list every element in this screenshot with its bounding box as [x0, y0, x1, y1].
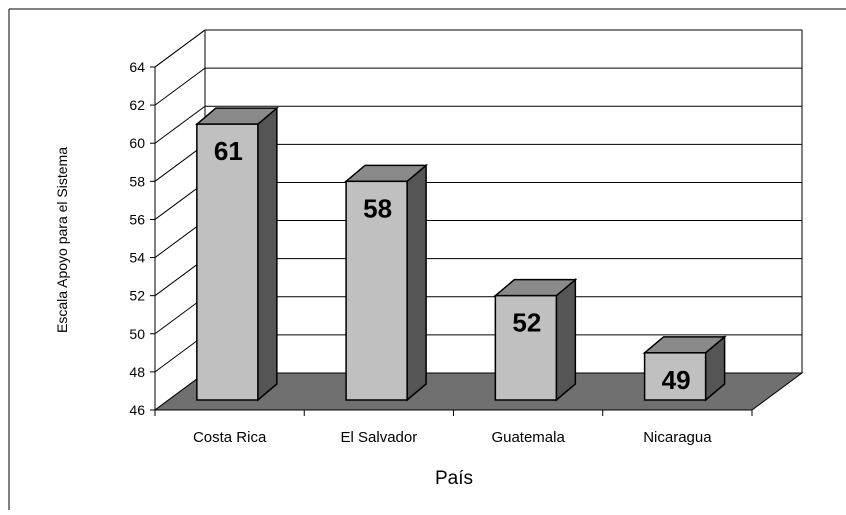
bar-front-2 — [494, 294, 558, 401]
y-tick-label-7: 60 — [129, 135, 145, 151]
gridline-side-7 — [154, 105, 206, 144]
bar-side-0 — [257, 106, 278, 402]
data-label-1: 58 — [363, 193, 392, 223]
y-tick-label-3: 52 — [129, 288, 145, 304]
bar-front-1 — [345, 180, 408, 401]
bar-front-3 — [643, 352, 707, 401]
gridline-side-9 — [154, 29, 206, 68]
x-category-label-2: Guatemala — [491, 429, 565, 446]
y-tick-label-8: 62 — [129, 97, 145, 113]
y-tick-label-6: 58 — [129, 173, 145, 189]
x-category-labels: Costa Rica El Salvador Guatemala Nicaragua — [193, 429, 712, 446]
bars: 61 58 52 49 — [194, 106, 727, 402]
y-tick-label-2: 50 — [129, 326, 145, 342]
bar-0: 61 — [194, 106, 279, 402]
data-label-0: 61 — [214, 136, 243, 166]
y-tick-label-0: 46 — [129, 402, 145, 418]
bar-front-0 — [196, 123, 259, 401]
y-tick-label-5: 56 — [129, 211, 145, 227]
axes — [150, 66, 753, 416]
x-category-label-1: El Salvador — [341, 429, 418, 446]
data-label-3: 49 — [662, 365, 691, 395]
x-category-label-3: Nicaragua — [643, 429, 712, 446]
gridline-side-8 — [154, 67, 206, 106]
y-axis-title: Escala Apoyo para el Sistema — [54, 147, 70, 333]
bar-1: 58 — [344, 163, 429, 402]
y-tick-label-4: 54 — [129, 250, 145, 266]
bar-side-2 — [555, 278, 577, 402]
bar-3: 49 — [642, 335, 727, 402]
x-axis-title: País — [435, 468, 473, 489]
y-tick-label-1: 48 — [129, 364, 145, 380]
bar-side-1 — [406, 163, 427, 402]
y-tick-labels: 46 48 50 52 54 56 58 60 62 64 — [129, 59, 145, 418]
y-tick-label-9: 64 — [129, 59, 145, 75]
bar-2: 52 — [493, 278, 578, 402]
x-category-label-0: Costa Rica — [193, 429, 267, 446]
data-label-2: 52 — [512, 308, 541, 338]
